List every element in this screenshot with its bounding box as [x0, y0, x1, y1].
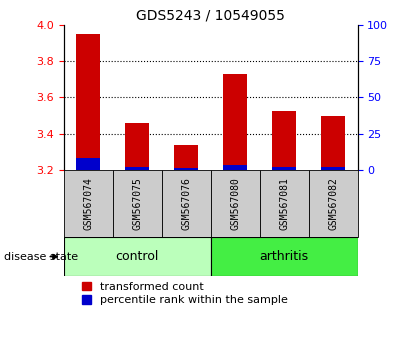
- Bar: [162, 170, 211, 237]
- Title: GDS5243 / 10549055: GDS5243 / 10549055: [136, 8, 285, 22]
- Bar: [76, 158, 100, 170]
- Bar: [321, 116, 345, 170]
- Bar: [309, 170, 358, 237]
- Bar: [321, 167, 345, 170]
- Text: GSM567075: GSM567075: [132, 177, 142, 230]
- Bar: [64, 170, 113, 237]
- Bar: [113, 170, 162, 237]
- Bar: [272, 167, 296, 170]
- Bar: [174, 168, 199, 170]
- Text: disease state: disease state: [4, 252, 78, 262]
- Text: GSM567076: GSM567076: [181, 177, 191, 230]
- Bar: [223, 74, 247, 170]
- Bar: [272, 111, 296, 170]
- Text: GSM567074: GSM567074: [83, 177, 93, 230]
- Bar: [174, 145, 199, 170]
- Bar: [76, 34, 100, 170]
- Bar: [125, 167, 150, 170]
- Text: arthritis: arthritis: [259, 250, 309, 263]
- Bar: [223, 165, 247, 170]
- Text: control: control: [115, 250, 159, 263]
- Bar: [125, 123, 150, 170]
- Text: GSM567082: GSM567082: [328, 177, 338, 230]
- Text: GSM567080: GSM567080: [230, 177, 240, 230]
- Bar: [260, 170, 309, 237]
- Bar: [211, 170, 260, 237]
- Text: GSM567081: GSM567081: [279, 177, 289, 230]
- Bar: [211, 237, 358, 276]
- Legend: transformed count, percentile rank within the sample: transformed count, percentile rank withi…: [82, 282, 288, 305]
- Bar: [64, 237, 210, 276]
